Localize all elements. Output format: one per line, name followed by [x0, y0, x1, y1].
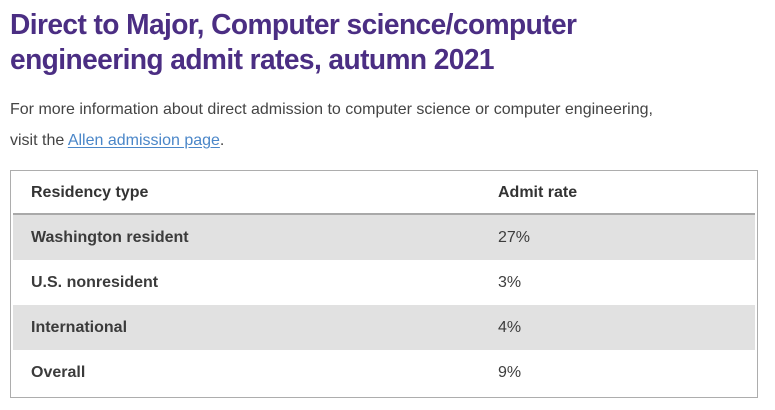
page-title-line-2: engineering admit rates, autumn 2021 [10, 44, 495, 76]
page-title-line-1: Direct to Major, Computer science/comput… [10, 9, 577, 41]
page-title: Direct to Major, Computer science/comput… [10, 8, 739, 78]
admit-rates-table: Residency type Admit rate Washington res… [10, 170, 758, 398]
intro-line-1: For more information about direct admiss… [10, 101, 653, 118]
table-row: International 4% [13, 305, 755, 350]
admit-rate-cell: 9% [498, 363, 522, 381]
column-header-residency-type: Residency type [31, 184, 149, 201]
admit-rate-cell: 4% [498, 318, 522, 336]
intro-line-2-prefix: visit the [10, 132, 68, 149]
residency-type-cell: Washington resident [31, 228, 189, 246]
table-header-row: Residency type Admit rate [13, 173, 755, 215]
residency-type-cell: U.S. nonresident [31, 273, 159, 291]
intro-line-2-suffix: . [219, 132, 225, 149]
table-row: Washington resident 27% [13, 215, 755, 260]
residency-type-cell: International [31, 318, 128, 336]
admit-rate-cell: 3% [498, 273, 522, 291]
allen-admission-page-link[interactable]: Allen admission page [67, 132, 220, 149]
table-row: U.S. nonresident 3% [13, 260, 755, 305]
intro-line-2: visit the Allen admission page. [10, 125, 762, 156]
table-row: Overall 9% [13, 350, 755, 395]
intro-paragraph: For more information about direct admiss… [10, 94, 762, 156]
table-body: Washington resident 27% U.S. nonresident 3%… [13, 215, 755, 395]
column-header-admit-rate: Admit rate [498, 184, 578, 201]
residency-type-cell: Overall [31, 363, 86, 381]
admit-rate-cell: 27% [498, 228, 531, 246]
page-content: Direct to Major, Computer science/comput… [10, 8, 762, 398]
